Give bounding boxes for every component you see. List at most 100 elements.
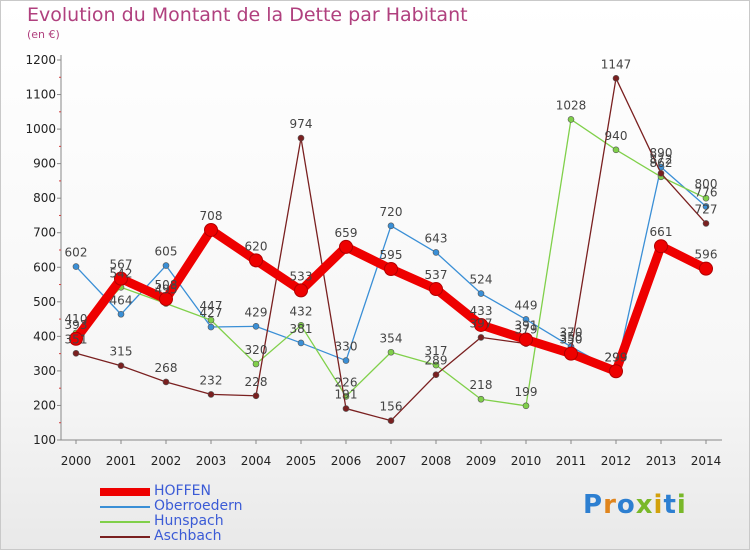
data-point-oberroedern xyxy=(342,357,350,364)
y-tick-label: 600 xyxy=(33,260,56,274)
data-point-hoffen xyxy=(519,332,533,347)
data-label: 379 xyxy=(515,323,538,337)
data-point-oberroedern xyxy=(477,290,485,297)
data-point-hoffen xyxy=(429,282,443,297)
data-label: 410 xyxy=(65,312,88,326)
data-label: 354 xyxy=(380,331,403,345)
x-tick-label: 2004 xyxy=(241,454,272,468)
x-tick-label: 2008 xyxy=(421,454,452,468)
legend-item-hunspach[interactable]: Hunspach xyxy=(100,514,243,529)
data-point-oberroedern xyxy=(207,323,215,331)
data-label: 447 xyxy=(200,299,223,313)
data-label: 156 xyxy=(380,400,403,414)
x-tick-label: 2000 xyxy=(61,454,92,468)
y-tick-label: 500 xyxy=(33,295,56,309)
data-point-aschbach xyxy=(702,220,710,227)
data-point-aschbach xyxy=(477,334,485,341)
legend-swatch-hoffen xyxy=(100,487,150,496)
legend-item-oberroedern[interactable]: Oberroedern xyxy=(100,499,243,514)
logo-letter: P xyxy=(583,490,604,520)
data-point-oberroedern xyxy=(297,339,305,347)
data-point-oberroedern xyxy=(117,310,125,318)
data-point-aschbach xyxy=(612,75,620,82)
data-label: 620 xyxy=(245,239,268,253)
data-label: 661 xyxy=(650,225,673,239)
data-point-aschbach xyxy=(297,134,305,142)
chart-title: Evolution du Montant de la Dette par Hab… xyxy=(27,4,468,26)
data-point-oberroedern xyxy=(387,222,395,230)
data-label: 393 xyxy=(65,318,88,332)
logo-letter: i xyxy=(653,490,664,520)
legend-label-aschbach: Aschbach xyxy=(154,528,222,544)
data-label: 602 xyxy=(65,246,88,260)
data-point-hoffen xyxy=(339,239,353,254)
y-tick-label: 100 xyxy=(33,433,56,447)
data-label: 268 xyxy=(155,361,178,375)
data-label: 940 xyxy=(605,129,628,143)
data-point-hoffen xyxy=(294,283,308,298)
data-label: 524 xyxy=(470,273,493,287)
data-point-oberroedern xyxy=(522,316,530,323)
data-label: 199 xyxy=(515,385,538,399)
x-tick-label: 2006 xyxy=(331,454,362,468)
data-point-hunspach xyxy=(252,360,260,368)
x-tick-label: 2009 xyxy=(466,454,497,468)
data-point-hoffen xyxy=(609,364,623,379)
x-tick-label: 2001 xyxy=(106,454,137,468)
data-label: 351 xyxy=(65,332,88,346)
data-point-oberroedern xyxy=(702,203,710,210)
y-tick-label: 200 xyxy=(33,398,56,412)
data-label: 370 xyxy=(560,326,583,340)
x-tick-label: 2013 xyxy=(646,454,677,468)
data-point-hoffen xyxy=(384,262,398,276)
data-label: 542 xyxy=(110,266,133,280)
x-tick-label: 2011 xyxy=(556,454,587,468)
data-label: 427 xyxy=(200,306,223,320)
data-label: 299 xyxy=(605,350,628,364)
chart-legend: HOFFEN Oberroedern Hunspach Aschbach xyxy=(100,484,243,544)
logo-letter: r xyxy=(603,490,617,520)
data-label: 228 xyxy=(245,375,268,389)
y-tick-label: 700 xyxy=(33,226,56,240)
data-point-oberroedern xyxy=(162,262,170,269)
data-label: 433 xyxy=(470,304,493,318)
legend-item-aschbach[interactable]: Aschbach xyxy=(100,529,243,544)
data-point-hunspach xyxy=(432,361,440,369)
data-point-aschbach xyxy=(252,392,260,400)
chart-subtitle: (en €) xyxy=(27,28,60,41)
x-tick-label: 2010 xyxy=(511,454,542,468)
x-tick-label: 2007 xyxy=(376,454,407,468)
data-label: 350 xyxy=(560,333,583,347)
logo-letter: i xyxy=(676,490,687,520)
logo-letter: o xyxy=(616,490,636,520)
data-label: 533 xyxy=(290,269,313,283)
data-label: 397 xyxy=(470,316,493,330)
data-label: 226 xyxy=(335,375,358,389)
data-label: 890 xyxy=(650,146,673,160)
proxiti-logo: Proxiti xyxy=(583,490,687,520)
legend-label-oberroedern: Oberroedern xyxy=(154,498,243,514)
data-point-hoffen xyxy=(699,261,713,276)
data-label: 320 xyxy=(245,343,268,357)
data-point-hunspach xyxy=(522,402,530,410)
data-label: 381 xyxy=(290,322,313,336)
data-label: 595 xyxy=(380,248,403,262)
data-point-hunspach xyxy=(387,348,395,356)
data-point-aschbach xyxy=(387,417,395,424)
x-tick-label: 2012 xyxy=(601,454,632,468)
legend-swatch-aschbach xyxy=(100,535,150,538)
y-tick-label: 800 xyxy=(33,191,56,205)
data-label: 218 xyxy=(470,378,493,392)
legend-label-hunspach: Hunspach xyxy=(154,513,224,529)
data-label: 464 xyxy=(110,293,133,307)
data-label: 429 xyxy=(245,305,268,319)
data-point-hunspach xyxy=(297,322,305,329)
legend-item-hoffen[interactable]: HOFFEN xyxy=(100,484,243,499)
data-label: 289 xyxy=(425,354,448,368)
data-point-oberroedern xyxy=(252,323,260,330)
data-label: 358 xyxy=(560,330,583,344)
y-tick-label: 900 xyxy=(33,157,56,171)
data-label: 708 xyxy=(200,209,223,223)
data-point-hoffen xyxy=(159,292,173,307)
data-point-aschbach xyxy=(162,378,170,386)
